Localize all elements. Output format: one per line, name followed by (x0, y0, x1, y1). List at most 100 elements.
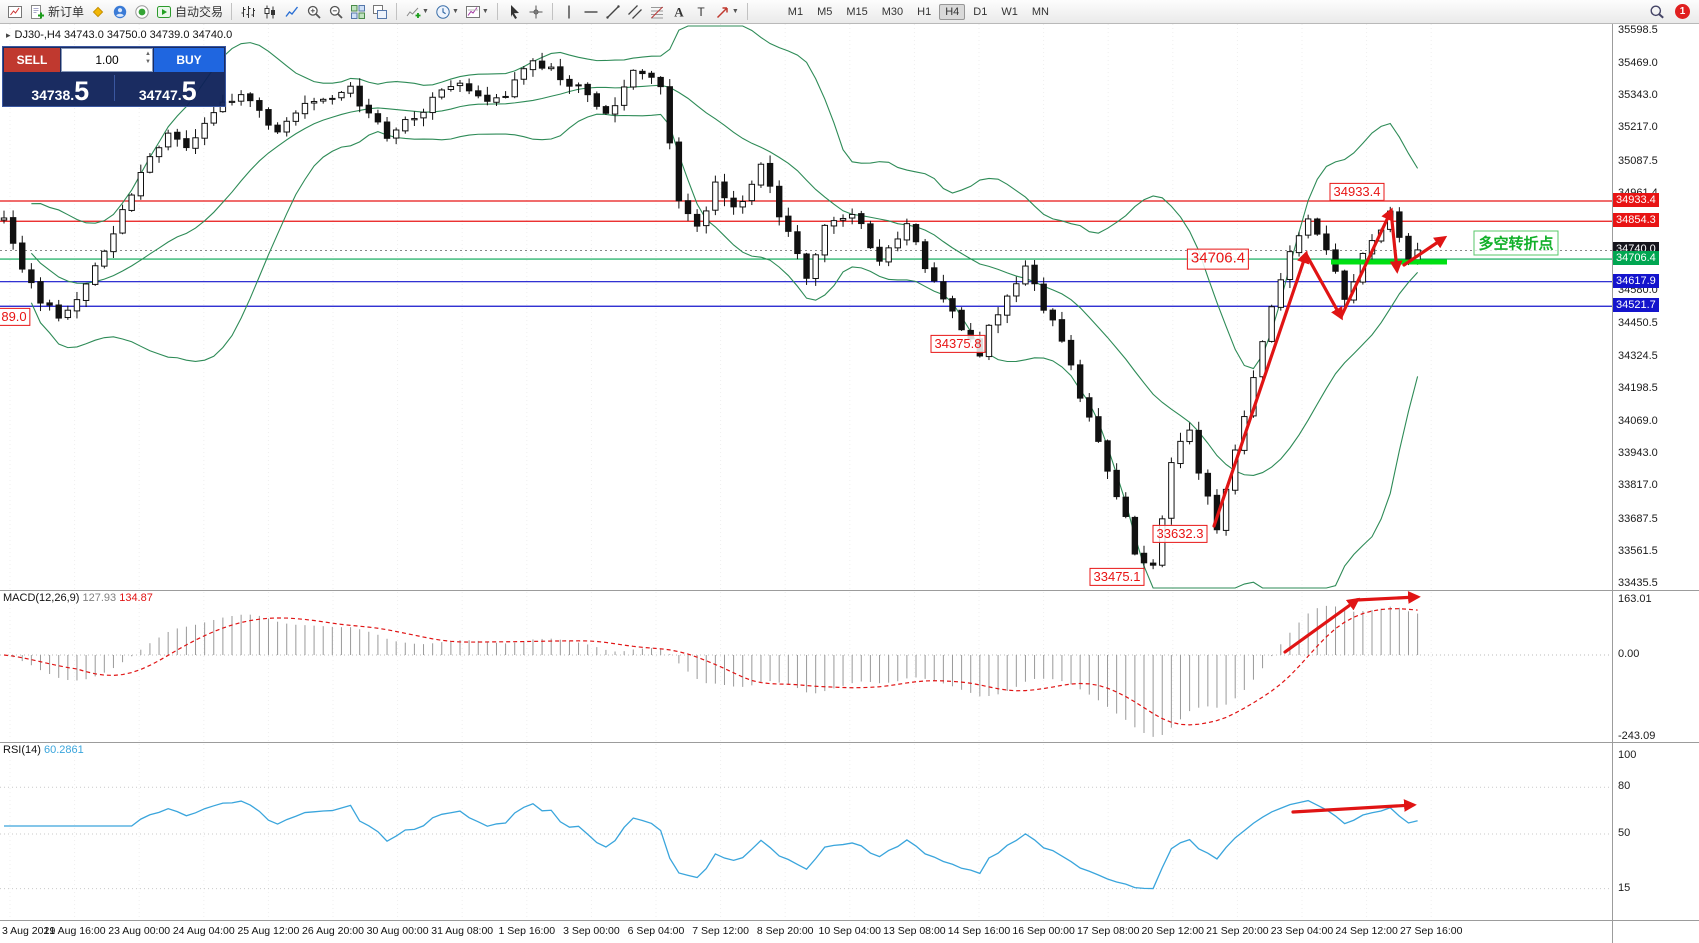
bid-price: 34738. 5 (31, 76, 90, 107)
time-axis-label: 24 Aug 04:00 (172, 925, 235, 937)
rsi-axis-tick: 50 (1618, 827, 1631, 839)
time-axis-label: 30 Aug 00:00 (366, 925, 429, 937)
macd-trend-arrow[interactable] (1355, 591, 1421, 604)
timeframe-m15[interactable]: M15 (846, 5, 868, 18)
timeframe-h1[interactable]: H1 (917, 5, 932, 18)
price-axis-tick: 33561.5 (1618, 544, 1658, 557)
svg-text:A: A (674, 4, 684, 19)
rsi-value: 60.2861 (43, 744, 84, 756)
trendline-icon[interactable] (602, 1, 624, 23)
svg-text:T: T (697, 5, 705, 19)
trade-panel-controls: SELL ▲▼ BUY (3, 47, 225, 73)
time-axis-label: 25 Aug 12:00 (237, 925, 300, 937)
trend-arrow[interactable] (1389, 209, 1403, 274)
templates-icon[interactable]: ▼ (462, 1, 492, 23)
community-icon[interactable] (131, 1, 153, 23)
cursor-icon[interactable] (503, 1, 525, 23)
notification-badge[interactable]: 1 (1675, 4, 1690, 19)
price-axis-badge: 34706.4 (1613, 251, 1659, 266)
tile-windows-icon[interactable] (347, 1, 369, 23)
toolbar-separator (496, 3, 498, 20)
periods-icon[interactable]: ▼ (432, 1, 462, 23)
timeframe-h4[interactable]: H4 (939, 3, 966, 20)
rsi-line (4, 799, 1418, 890)
chart-shift-icon: ▸ (6, 29, 11, 40)
timeframe-mn[interactable]: MN (1031, 5, 1049, 18)
price-flag-label[interactable]: 33475.1 (1089, 567, 1145, 587)
price-axis-badge: 34854.3 (1613, 213, 1659, 228)
profile-icon[interactable] (109, 1, 131, 23)
time-axis-label: 21 Sep 20:00 (1206, 925, 1269, 937)
candlestick-series (0, 52, 1421, 570)
turning-point-label[interactable]: 多空转折点 (1473, 230, 1559, 256)
trend-arrow[interactable] (1339, 207, 1393, 319)
timeframe-m1[interactable]: M1 (787, 5, 804, 18)
crosshair-icon[interactable] (525, 1, 547, 23)
one-click-trading-panel: SELL ▲▼ BUY 34738.5 34747.5 (2, 46, 226, 107)
text-icon[interactable]: A (668, 1, 690, 23)
vertical-line-icon[interactable] (558, 1, 580, 23)
volume-up-icon[interactable]: ▲ (145, 51, 151, 57)
dropdown-caret-icon[interactable]: ▼ (422, 8, 429, 15)
buy-button[interactable]: BUY (154, 48, 224, 72)
mql5-icon[interactable] (87, 1, 109, 23)
time-axis-label: 19 Aug 16:00 (43, 925, 106, 937)
time-axis-label: 3 Sep 00:00 (563, 925, 620, 937)
price-axis-tick: 34069.0 (1618, 415, 1658, 428)
trade-panel-prices: 34738. 5 34747. 5 (3, 73, 225, 106)
price-flag-label[interactable]: 33632.3 (1152, 524, 1208, 544)
rsi-name: RSI(14) (3, 744, 41, 756)
arrows-icon[interactable]: ▼ (712, 1, 742, 23)
price-flag-label[interactable]: 34933.4 (1329, 182, 1385, 202)
dropdown-caret-icon[interactable]: ▼ (481, 8, 489, 15)
charts-window-icon[interactable] (4, 1, 26, 23)
time-axis-label: 7 Sep 12:00 (692, 925, 749, 937)
trend-arrow[interactable] (1402, 235, 1448, 267)
trend-arrow[interactable] (1304, 252, 1343, 321)
time-axis-label: 17 Sep 08:00 (1076, 925, 1140, 937)
ask-price: 34747. 5 (138, 76, 197, 107)
cascade-windows-icon[interactable] (369, 1, 391, 23)
price-flag-label[interactable]: 34706.4 (1186, 248, 1250, 270)
volume-spinner[interactable]: ▲ ▼ (145, 50, 151, 66)
trend-arrow[interactable] (1212, 250, 1310, 528)
macd-trend-arrow[interactable] (1283, 597, 1361, 654)
timeframe-m5[interactable]: M5 (817, 5, 833, 18)
new-order-button[interactable]: 新订单 (26, 1, 87, 23)
price-axis-tick: 35343.0 (1618, 89, 1658, 102)
macd-value: 127.93 (82, 592, 117, 604)
price-axis-badge: 34521.7 (1613, 298, 1659, 313)
price-flag-label[interactable]: 34375.8 (930, 334, 986, 354)
price-flag-label[interactable]: 89.0 (0, 307, 31, 327)
search-icon[interactable] (1646, 1, 1668, 23)
rsi-axis-tick: 15 (1618, 881, 1631, 894)
macd-axis-tick: 0.00 (1618, 648, 1640, 660)
rsi-trend-arrow[interactable] (1291, 799, 1417, 814)
price-axis-tick: 34450.5 (1618, 317, 1658, 330)
macd-signal-line (3, 608, 1418, 726)
timeframe-m30[interactable]: M30 (881, 5, 904, 18)
toolbar-separator (551, 3, 553, 20)
candle-chart-icon[interactable] (259, 1, 281, 23)
autotrading-button[interactable]: 自动交易 (153, 1, 226, 23)
horizontal-line-icon[interactable] (580, 1, 602, 23)
label-icon[interactable]: T (690, 1, 712, 23)
time-axis-label: 3 Aug 2021 (2, 925, 56, 937)
sell-button[interactable]: SELL (4, 48, 60, 72)
macd-axis-tick: -243.09 (1618, 729, 1656, 742)
volume-down-icon[interactable]: ▼ (145, 59, 151, 65)
dropdown-caret-icon[interactable]: ▼ (451, 8, 459, 15)
time-axis-label: 16 Sep 00:00 (1012, 925, 1075, 937)
timeframe-d1[interactable]: D1 (973, 5, 988, 18)
volume-input[interactable] (62, 53, 152, 67)
line-chart-icon[interactable] (281, 1, 303, 23)
dropdown-caret-icon[interactable]: ▼ (731, 8, 739, 15)
indicators-icon[interactable]: ▼ (402, 1, 432, 23)
fibonacci-icon[interactable] (646, 1, 668, 23)
zoom-in-icon[interactable] (303, 1, 325, 23)
bar-chart-icon[interactable] (237, 1, 259, 23)
channel-icon[interactable] (624, 1, 646, 23)
zoom-out-icon[interactable] (325, 1, 347, 23)
timeframe-w1[interactable]: W1 (1001, 5, 1018, 18)
